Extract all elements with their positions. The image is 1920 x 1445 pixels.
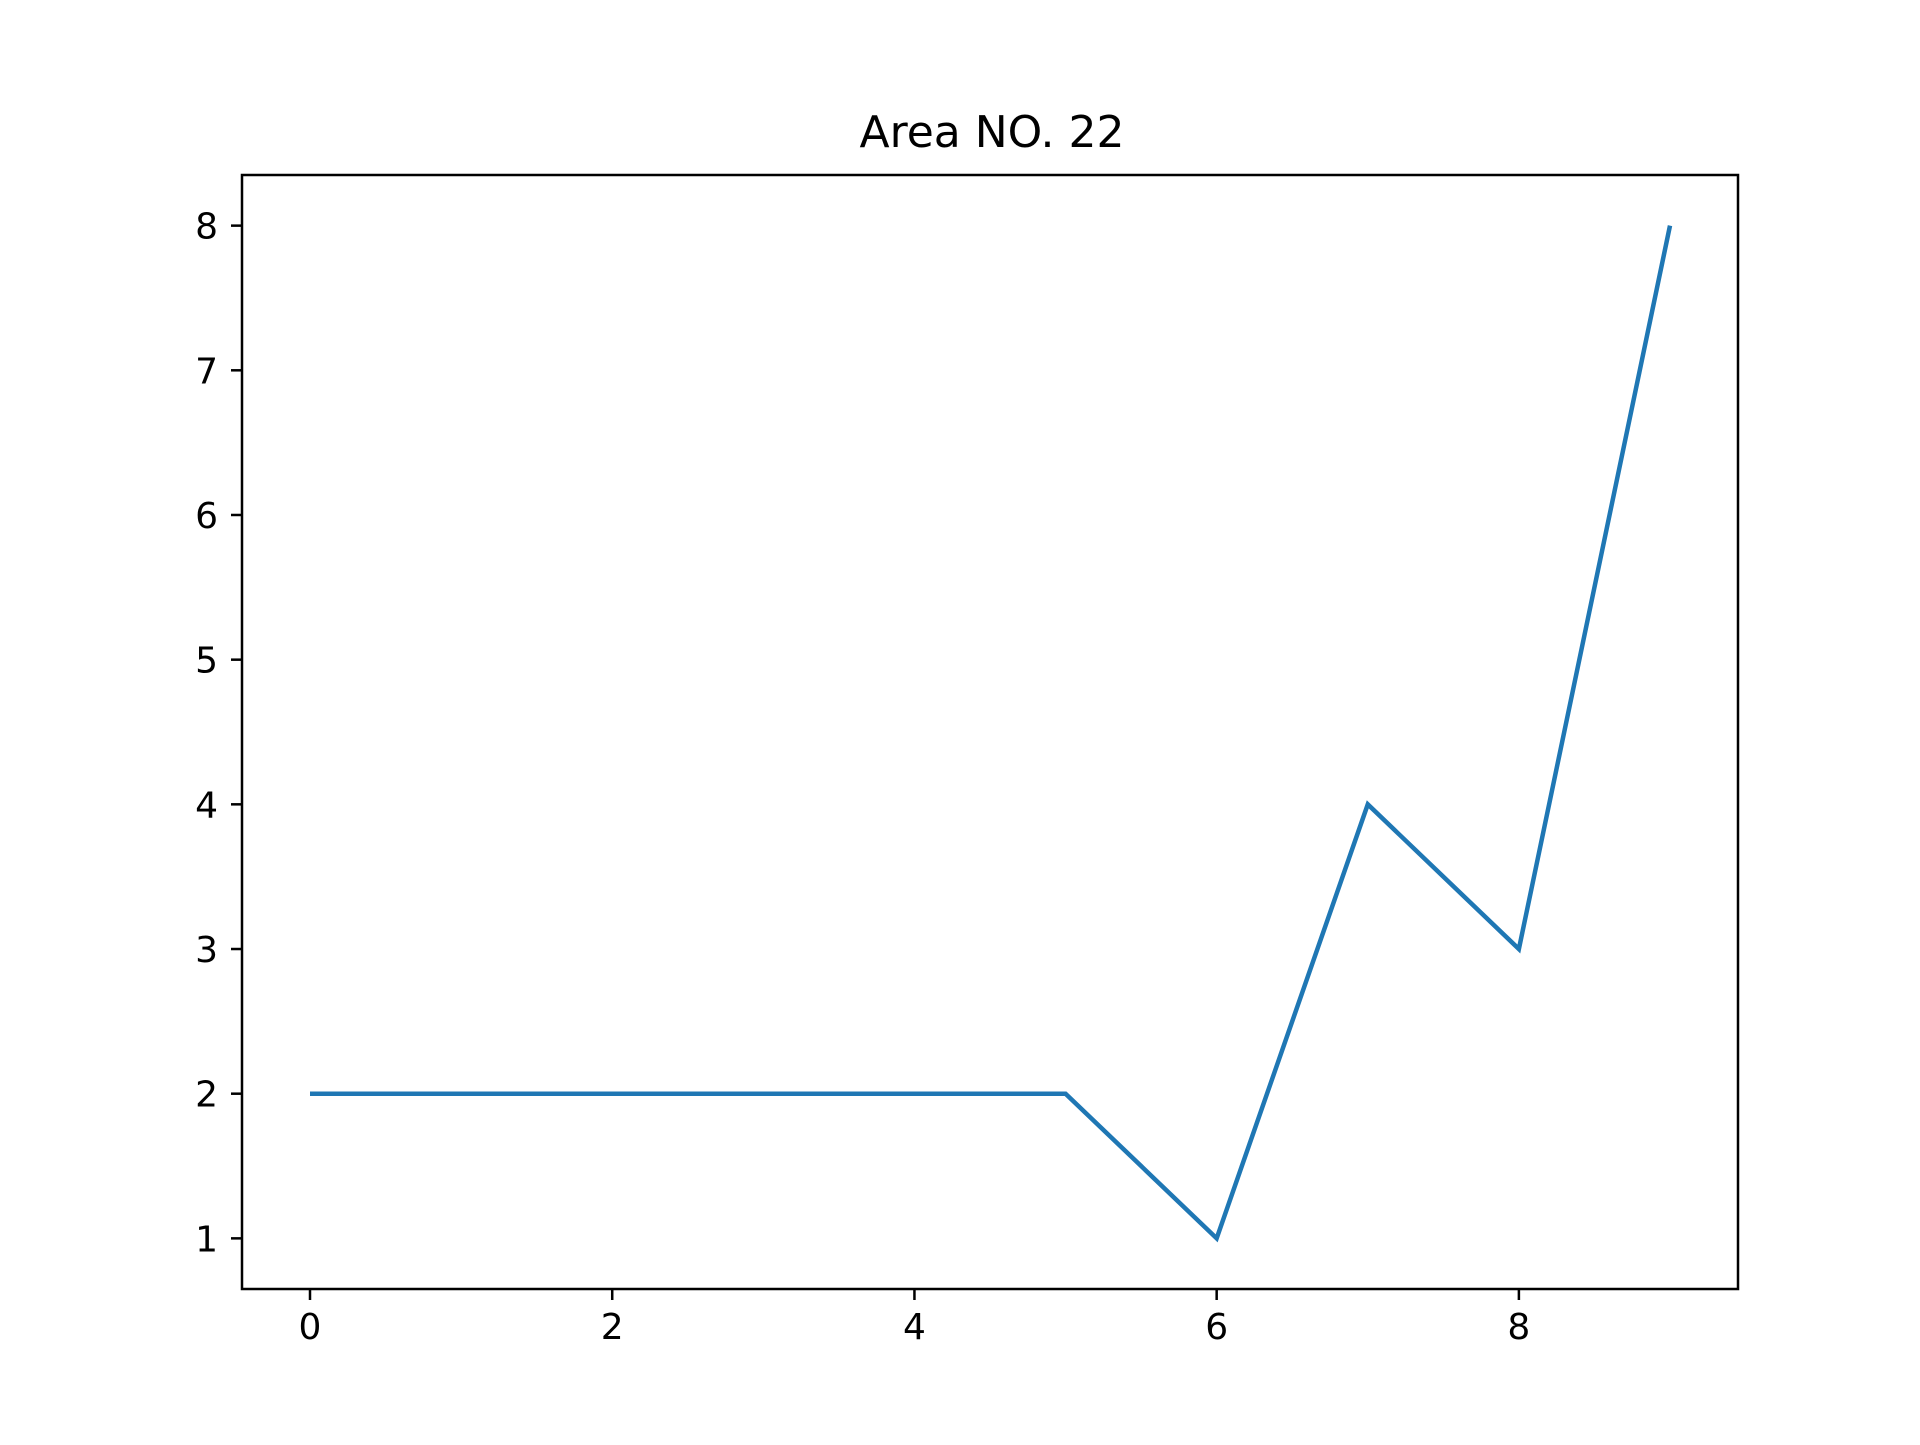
y-tick-label: 1 (195, 1219, 218, 1260)
chart-title: Area NO. 22 (860, 107, 1125, 158)
x-tick-label: 8 (1507, 1307, 1530, 1348)
data-point (761, 1092, 765, 1096)
x-tick-label: 4 (903, 1307, 926, 1348)
plot-area-frame (240, 173, 1740, 1291)
y-tick-label: 3 (195, 930, 218, 971)
data-point (1517, 947, 1521, 951)
data-point (1215, 1236, 1219, 1240)
data-point (1064, 1092, 1068, 1096)
x-axis-ticks: 0 2 4 6 8 (299, 1289, 1530, 1348)
data-point (308, 1092, 312, 1096)
y-tick-label: 4 (195, 785, 218, 826)
x-tick-label: 0 (299, 1307, 322, 1348)
x-tick-label: 6 (1205, 1307, 1228, 1348)
data-point (912, 1092, 916, 1096)
y-tick-label: 6 (195, 496, 218, 537)
y-tick-label: 2 (195, 1075, 218, 1116)
y-tick-label: 5 (195, 641, 218, 682)
x-tick-label: 2 (601, 1307, 624, 1348)
data-point (459, 1092, 463, 1096)
data-point (610, 1092, 614, 1096)
y-axis-ticks: 1 2 3 4 5 6 7 8 (195, 207, 242, 1260)
data-point (1366, 802, 1370, 806)
series-layer (308, 224, 1673, 1243)
data-point (1668, 224, 1672, 228)
series-line (310, 225, 1673, 1243)
y-tick-label: 8 (195, 207, 218, 248)
y-tick-label: 7 (195, 351, 218, 392)
